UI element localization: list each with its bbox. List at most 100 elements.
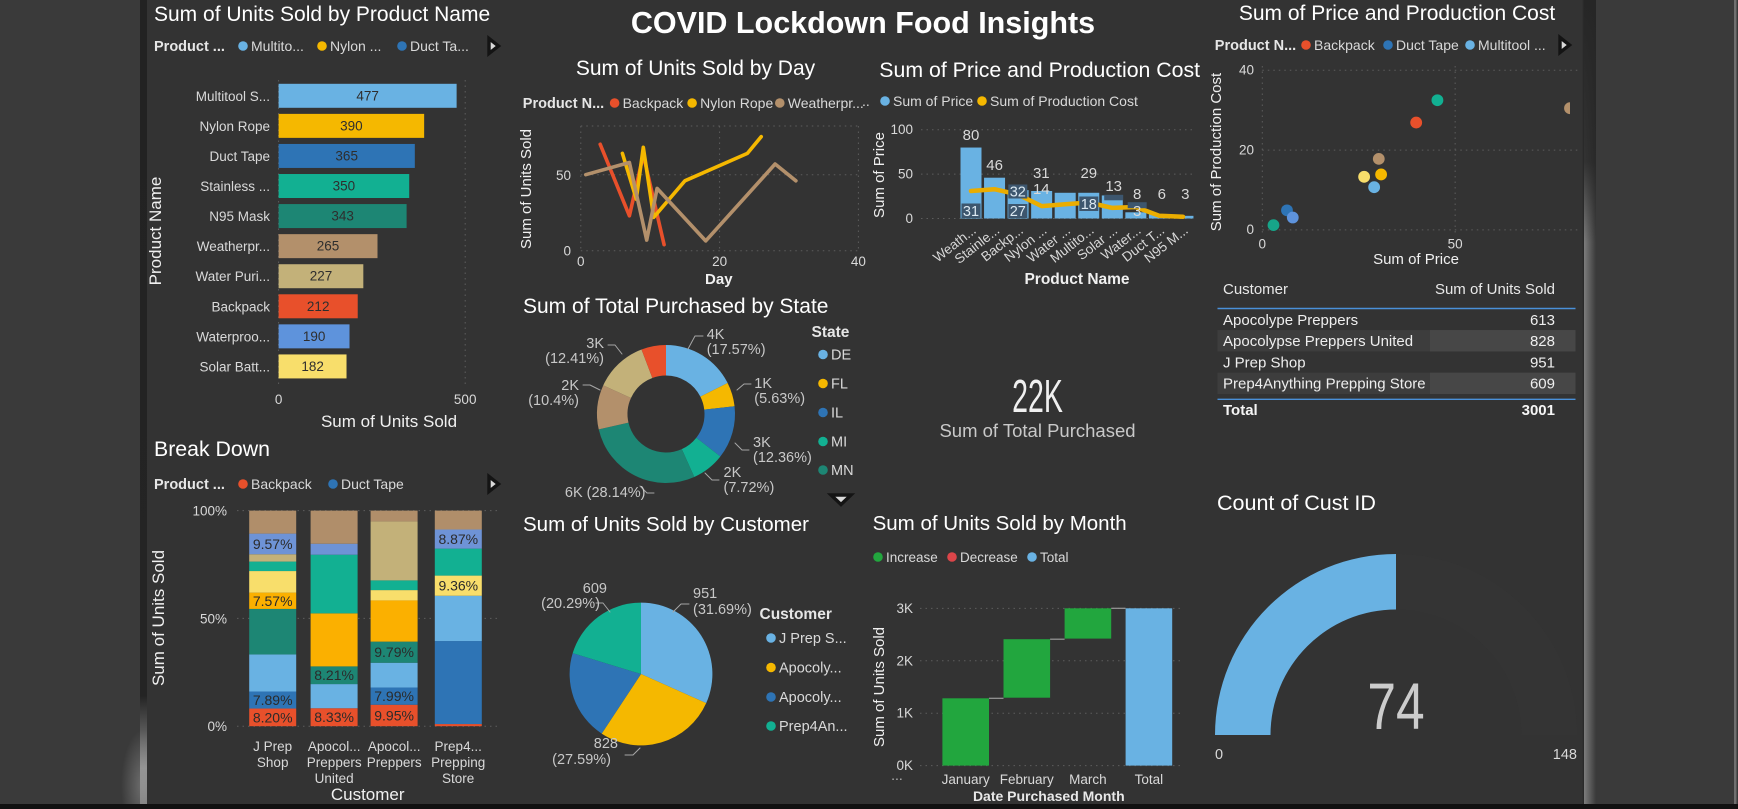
svg-text:500: 500 — [454, 392, 477, 407]
svg-text:951: 951 — [693, 586, 717, 602]
svg-text:8.20%: 8.20% — [253, 709, 293, 725]
svg-text:0K: 0K — [896, 758, 913, 773]
svg-text:Increase: Increase — [886, 550, 938, 565]
svg-text:Sum of Units Sold by Day: Sum of Units Sold by Day — [576, 57, 816, 80]
svg-text:190: 190 — [303, 329, 326, 344]
svg-text:390: 390 — [340, 118, 363, 133]
svg-text:3: 3 — [1133, 203, 1141, 220]
svg-text:J Prep Shop: J Prep Shop — [1223, 354, 1306, 371]
svg-text:40: 40 — [851, 254, 866, 269]
svg-text:Sum of Units Sold: Sum of Units Sold — [518, 129, 535, 249]
svg-text:828: 828 — [1530, 333, 1555, 350]
svg-text:6K (28.14%): 6K (28.14%) — [565, 485, 646, 501]
svg-text:DE: DE — [831, 348, 851, 364]
svg-text:Apocolype Preppers: Apocolype Preppers — [1223, 312, 1358, 329]
svg-text:Duct Tape: Duct Tape — [1396, 37, 1459, 53]
svg-text:Duct Tape: Duct Tape — [341, 476, 404, 492]
svg-text:(17.57%): (17.57%) — [707, 342, 766, 358]
svg-text:46: 46 — [986, 157, 1003, 174]
svg-text:2K: 2K — [896, 653, 913, 668]
svg-text:148: 148 — [1553, 747, 1577, 763]
svg-text:Prep4...: Prep4... — [435, 739, 482, 754]
svg-text:477: 477 — [356, 88, 379, 103]
svg-text:Weatherpr...: Weatherpr... — [197, 239, 270, 254]
svg-text:8.87%: 8.87% — [438, 531, 478, 547]
svg-text:9.79%: 9.79% — [374, 644, 414, 660]
svg-text:350: 350 — [333, 179, 356, 194]
svg-text:J Prep S...: J Prep S... — [779, 631, 847, 647]
svg-text:Product Name: Product Name — [146, 177, 165, 286]
svg-text:609: 609 — [1530, 376, 1555, 393]
svg-text:Sum of Price and Production Co: Sum of Price and Production Cost — [879, 58, 1200, 82]
svg-text:Sum of Units Sold by Month: Sum of Units Sold by Month — [873, 512, 1127, 535]
svg-text:32: 32 — [1010, 185, 1026, 201]
svg-text:MI: MI — [831, 435, 847, 451]
svg-text:2K: 2K — [724, 465, 742, 481]
svg-text:Prep4Anything Prepping Store: Prep4Anything Prepping Store — [1223, 376, 1426, 393]
svg-text:Total: Total — [1135, 772, 1164, 787]
svg-text:6: 6 — [1158, 186, 1166, 203]
svg-text:1K: 1K — [754, 376, 772, 392]
svg-text:22K: 22K — [1012, 371, 1063, 423]
svg-text:951: 951 — [1530, 354, 1555, 371]
svg-text:Weatherpr...: Weatherpr... — [788, 95, 864, 111]
svg-text:Sum of Total Purchased by Stat: Sum of Total Purchased by State — [523, 295, 828, 318]
svg-text:3K: 3K — [896, 601, 913, 616]
svg-text:40: 40 — [1239, 63, 1254, 78]
svg-text:Sum of Production Cost: Sum of Production Cost — [990, 93, 1138, 109]
svg-text:Count of Cust ID: Count of Cust ID — [1217, 491, 1376, 515]
svg-text:27: 27 — [1010, 204, 1026, 220]
svg-text:9.36%: 9.36% — [438, 578, 478, 594]
svg-text:Sum of Units Sold: Sum of Units Sold — [321, 412, 457, 431]
svg-text:Multitool ...: Multitool ... — [1478, 37, 1546, 53]
svg-text:Store: Store — [442, 771, 474, 786]
svg-text:100%: 100% — [192, 504, 227, 519]
svg-text:..: .. — [862, 93, 870, 109]
svg-text:Solar Batt...: Solar Batt... — [199, 359, 270, 374]
svg-text:0: 0 — [1215, 747, 1223, 763]
svg-text:Decrease: Decrease — [960, 550, 1018, 565]
svg-text:0: 0 — [563, 244, 571, 259]
svg-text:7.57%: 7.57% — [253, 593, 293, 609]
svg-text:29: 29 — [1080, 165, 1097, 182]
svg-text:N95 Mask: N95 Mask — [209, 209, 270, 224]
svg-text:74: 74 — [1367, 669, 1424, 744]
svg-text:Break Down: Break Down — [154, 437, 270, 461]
svg-text:212: 212 — [307, 299, 330, 314]
svg-text:(10.4%): (10.4%) — [528, 393, 579, 409]
svg-text:8.33%: 8.33% — [314, 709, 354, 725]
svg-text:0: 0 — [275, 392, 283, 407]
svg-text:265: 265 — [317, 239, 340, 254]
svg-text:Apocol...: Apocol... — [368, 739, 421, 754]
svg-text:7.99%: 7.99% — [374, 688, 414, 704]
svg-text:0: 0 — [905, 211, 913, 226]
svg-text:(27.59%): (27.59%) — [552, 752, 611, 768]
svg-text:Water Puri...: Water Puri... — [195, 269, 270, 284]
svg-text:IL: IL — [831, 406, 843, 422]
svg-text:0%: 0% — [207, 719, 227, 734]
svg-text:Sum of Units Sold: Sum of Units Sold — [871, 627, 888, 747]
svg-text:(20.29%): (20.29%) — [541, 596, 600, 612]
svg-text:Preppers: Preppers — [367, 755, 422, 770]
svg-text:Customer: Customer — [1223, 281, 1288, 298]
svg-text:Sum of Units Sold by Product N: Sum of Units Sold by Product Name — [154, 3, 490, 26]
svg-text:State: State — [812, 324, 850, 341]
svg-text:Backpack: Backpack — [623, 95, 685, 111]
svg-text:Apocolypse Preppers United: Apocolypse Preppers United — [1223, 333, 1413, 350]
svg-text:Day: Day — [705, 271, 733, 288]
svg-text:Backpack: Backpack — [251, 476, 313, 492]
svg-text:FL: FL — [831, 377, 848, 393]
svg-text:Shop: Shop — [257, 755, 289, 770]
svg-text:227: 227 — [310, 269, 333, 284]
svg-text:14: 14 — [1033, 181, 1050, 198]
svg-text:Sum of Price: Sum of Price — [893, 93, 973, 109]
svg-text:Total: Total — [1040, 550, 1069, 565]
svg-text:Product Name: Product Name — [1024, 271, 1129, 288]
svg-text:Product ...: Product ... — [154, 477, 225, 493]
svg-text:Apocol...: Apocol... — [308, 739, 361, 754]
svg-text:Duct Ta...: Duct Ta... — [410, 38, 469, 54]
svg-text:Sum of Total Purchased: Sum of Total Purchased — [939, 420, 1135, 441]
svg-text:(12.41%): (12.41%) — [545, 351, 604, 367]
svg-text:4K: 4K — [707, 327, 725, 343]
svg-text:80: 80 — [963, 127, 980, 144]
